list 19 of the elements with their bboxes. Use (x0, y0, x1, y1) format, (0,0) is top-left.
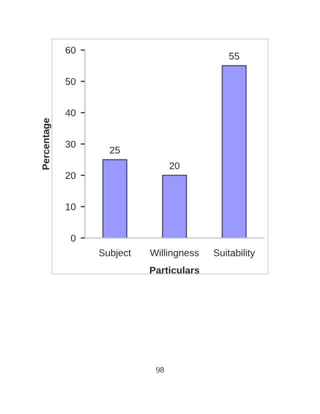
bar (102, 159, 128, 238)
data-label: 55 (229, 52, 240, 60)
bar (162, 174, 187, 238)
y-tick-label: 20 (66, 172, 76, 179)
text: 98 (156, 367, 164, 373)
y-tick-label: 40 (65, 109, 76, 116)
x-tick-label: Willingness (150, 249, 199, 258)
y-tick-label: 10 (66, 203, 76, 210)
x-axis-title: Particulars (150, 266, 200, 274)
y-tick-label: 60 (66, 46, 76, 54)
y-tick-label: 50 (66, 78, 76, 85)
y-axis-title: Percentage (42, 118, 52, 170)
y-tick-label: 0 (70, 234, 76, 242)
x-tick-label: Subject (99, 249, 131, 258)
data-label: 25 (110, 146, 120, 154)
x-tick-label: Suitability (214, 249, 255, 258)
y-tick-label: 30 (66, 140, 76, 148)
data-label: 20 (170, 162, 180, 170)
bar (222, 65, 247, 238)
